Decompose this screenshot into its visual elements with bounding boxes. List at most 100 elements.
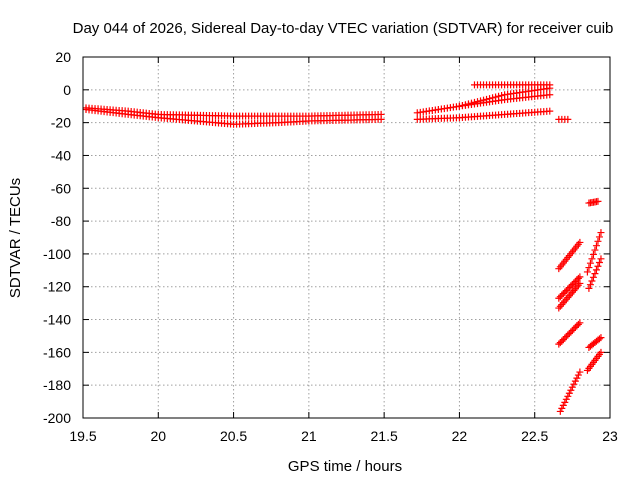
data-point bbox=[564, 392, 572, 400]
series-middle-track bbox=[455, 91, 554, 110]
data-point bbox=[377, 115, 385, 123]
data-point bbox=[594, 197, 602, 205]
series-short-segment bbox=[555, 115, 572, 123]
data-point bbox=[576, 319, 584, 327]
data-point bbox=[562, 395, 570, 403]
y-tick-label: -60 bbox=[51, 180, 71, 196]
data-point bbox=[576, 368, 584, 376]
series-steep-3 bbox=[555, 279, 584, 312]
data-point bbox=[570, 325, 578, 333]
data-point bbox=[585, 264, 593, 272]
data-point bbox=[573, 322, 581, 330]
data-point bbox=[561, 398, 569, 406]
x-tick-label: 22 bbox=[452, 428, 468, 444]
data-point bbox=[564, 285, 572, 293]
data-point bbox=[561, 334, 569, 342]
series-steep-2 bbox=[555, 273, 584, 302]
data-point bbox=[555, 294, 563, 302]
data-point bbox=[574, 320, 582, 328]
data-point bbox=[558, 291, 566, 299]
chart-title: Day 044 of 2026, Sidereal Day-to-day VTE… bbox=[73, 20, 614, 37]
data-point bbox=[597, 348, 605, 356]
data-points bbox=[82, 81, 605, 415]
data-point bbox=[591, 270, 599, 278]
y-axis-label: SDTVAR / TECUs bbox=[7, 178, 24, 298]
data-point bbox=[586, 259, 594, 267]
plot-frame bbox=[82, 56, 611, 419]
data-point bbox=[595, 259, 603, 267]
data-point bbox=[588, 277, 596, 285]
data-point bbox=[571, 277, 579, 285]
data-point bbox=[591, 246, 599, 254]
data-point bbox=[592, 266, 600, 274]
data-point bbox=[576, 273, 584, 281]
data-point bbox=[564, 331, 572, 339]
data-point bbox=[574, 274, 582, 282]
y-tick-label: 0 bbox=[63, 82, 71, 98]
data-point bbox=[597, 334, 605, 342]
series-far-right-3 bbox=[585, 255, 605, 292]
series-evening-high-track bbox=[470, 81, 554, 89]
y-tick-label: 20 bbox=[55, 49, 71, 65]
y-tick-label: -100 bbox=[43, 246, 71, 262]
data-point bbox=[556, 339, 564, 347]
data-point bbox=[570, 279, 578, 287]
data-point bbox=[583, 268, 591, 276]
data-point bbox=[597, 229, 605, 237]
data-point bbox=[594, 262, 602, 270]
series-far-right-4 bbox=[585, 334, 605, 351]
data-point bbox=[570, 380, 578, 388]
x-tick-label: 22.5 bbox=[521, 428, 548, 444]
series-far-right-5 bbox=[583, 348, 605, 374]
data-point bbox=[571, 323, 579, 331]
series-evening-low-track bbox=[413, 107, 554, 123]
data-point bbox=[586, 281, 594, 289]
x-axis-label: GPS time / hours bbox=[288, 458, 402, 475]
data-point bbox=[568, 383, 576, 391]
data-point bbox=[562, 333, 570, 341]
data-point bbox=[588, 255, 596, 263]
y-tick-label: -80 bbox=[51, 213, 71, 229]
series-lower-track bbox=[82, 106, 385, 128]
x-tick-label: 20 bbox=[150, 428, 166, 444]
data-point bbox=[567, 282, 575, 290]
data-point bbox=[589, 273, 597, 281]
data-point bbox=[576, 279, 584, 287]
data-point bbox=[559, 401, 567, 409]
y-tick-label: -200 bbox=[43, 410, 71, 426]
data-point bbox=[567, 386, 575, 394]
series-far-right-1 bbox=[585, 197, 602, 207]
data-point bbox=[573, 374, 581, 382]
data-point bbox=[555, 340, 563, 348]
data-point bbox=[589, 250, 597, 258]
data-point bbox=[564, 115, 572, 123]
x-tick-label: 23 bbox=[602, 428, 618, 444]
x-tick-label: 21.5 bbox=[371, 428, 398, 444]
data-point bbox=[574, 371, 582, 379]
x-tick-label: 19.5 bbox=[69, 428, 96, 444]
y-tick-label: -20 bbox=[51, 115, 71, 131]
y-tick-label: -40 bbox=[51, 147, 71, 163]
x-axis-ticks: 19.5 20 20.5 21 21.5 22 22.5 23 bbox=[69, 57, 618, 444]
x-tick-label: 20.5 bbox=[220, 428, 247, 444]
data-point bbox=[546, 107, 554, 115]
data-point bbox=[546, 91, 554, 99]
data-point bbox=[558, 337, 566, 345]
data-point bbox=[568, 326, 576, 334]
series-steep-1 bbox=[555, 238, 584, 273]
series-steep-4 bbox=[555, 319, 584, 348]
data-point bbox=[559, 290, 567, 298]
data-point bbox=[592, 242, 600, 250]
data-point bbox=[558, 404, 566, 412]
data-point bbox=[585, 284, 593, 292]
y-tick-label: -120 bbox=[43, 279, 71, 295]
series-steep-5 bbox=[556, 368, 584, 415]
grid-lines bbox=[83, 57, 610, 418]
data-point bbox=[576, 238, 584, 246]
data-point bbox=[562, 287, 570, 295]
data-point bbox=[597, 255, 605, 263]
data-point bbox=[573, 276, 581, 284]
data-point bbox=[594, 237, 602, 245]
x-tick-label: 21 bbox=[301, 428, 317, 444]
